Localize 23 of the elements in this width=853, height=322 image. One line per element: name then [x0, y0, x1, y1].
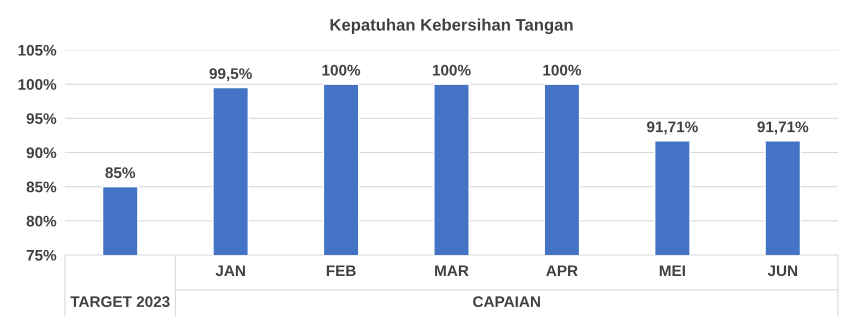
data-label: 100% — [543, 64, 582, 76]
x-tick-label: FEB — [326, 265, 356, 276]
y-tick-label: 80% — [26, 216, 56, 227]
y-tick-label: 95% — [26, 113, 56, 124]
y-tick-label: 85% — [26, 182, 56, 192]
x-tick-label: APR — [546, 265, 578, 276]
data-label: 100% — [432, 64, 471, 76]
data-label: 100% — [322, 64, 360, 76]
chart-title: Kepatuhan Kebersihan Tangan — [330, 18, 573, 34]
data-label: 91,71% — [757, 121, 808, 134]
text: TARGET 2023 — [70, 296, 170, 308]
data-label: 99,5% — [210, 68, 252, 82]
x-tick-label: MAR — [435, 265, 469, 276]
data-label: 85% — [105, 167, 136, 178]
text: CAPAIAN — [473, 296, 540, 308]
y-tick-label: 75% — [26, 250, 56, 261]
data-label: 91,71% — [646, 121, 698, 134]
y-tick-label: 90% — [26, 147, 56, 158]
x-tick-label: JAN — [216, 265, 245, 276]
y-tick-label: 105% — [18, 44, 56, 56]
x-tick-label: JUN — [768, 265, 798, 276]
y-tick-label: 100% — [18, 79, 56, 90]
x-tick-label: MEI — [660, 265, 685, 276]
